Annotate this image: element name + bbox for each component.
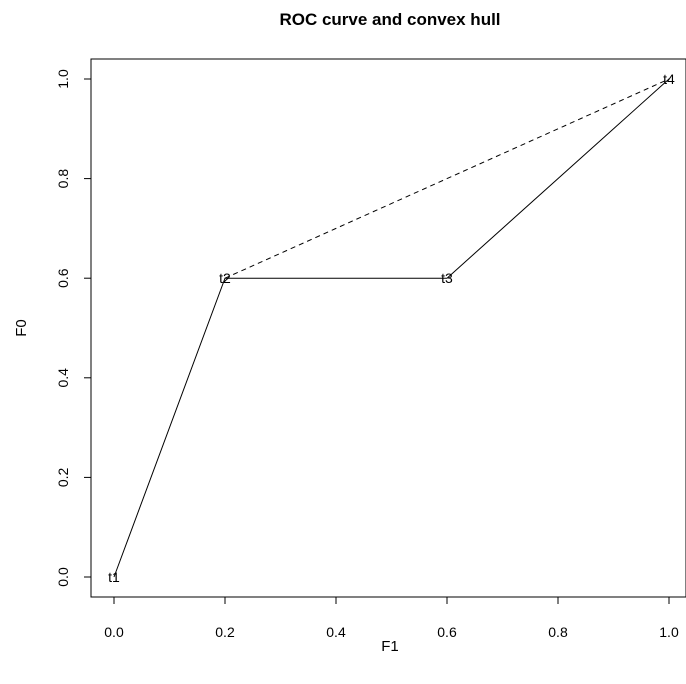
y-tick-label: 0.4 [55,368,71,388]
x-tick-label: 0.2 [215,624,235,640]
roc-curve-line [113,78,670,578]
chart-title: ROC curve and convex hull [279,10,500,29]
point-labels: t1 t2 t3 t4 [108,71,675,585]
y-tick-label: 0.0 [55,567,71,587]
y-tick-label: 1.0 [55,69,71,89]
y-axis: 0.0 0.2 0.4 0.6 0.8 1.0 [55,69,92,587]
point-label-t4: t4 [663,71,675,87]
y-axis-label: F0 [13,319,30,337]
point-label-t2: t2 [219,270,231,286]
point-label-t3: t3 [441,270,453,286]
x-tick-label: 0.6 [437,624,457,640]
x-tick-label: 0.8 [548,624,568,640]
series-layer [113,78,670,578]
x-axis-label: F1 [381,638,399,655]
x-tick-label: 0.4 [326,624,346,640]
x-tick-label: 0.0 [104,624,124,640]
x-tick-label: 1.0 [659,624,679,640]
convex-hull-line [224,78,670,279]
y-tick-label: 0.6 [55,268,71,288]
y-tick-label: 0.2 [55,467,71,487]
point-label-t1: t1 [108,569,120,585]
plot-frame [90,58,686,598]
x-axis: 0.0 0.2 0.4 0.6 0.8 1.0 [104,596,679,640]
y-tick-label: 0.8 [55,169,71,189]
